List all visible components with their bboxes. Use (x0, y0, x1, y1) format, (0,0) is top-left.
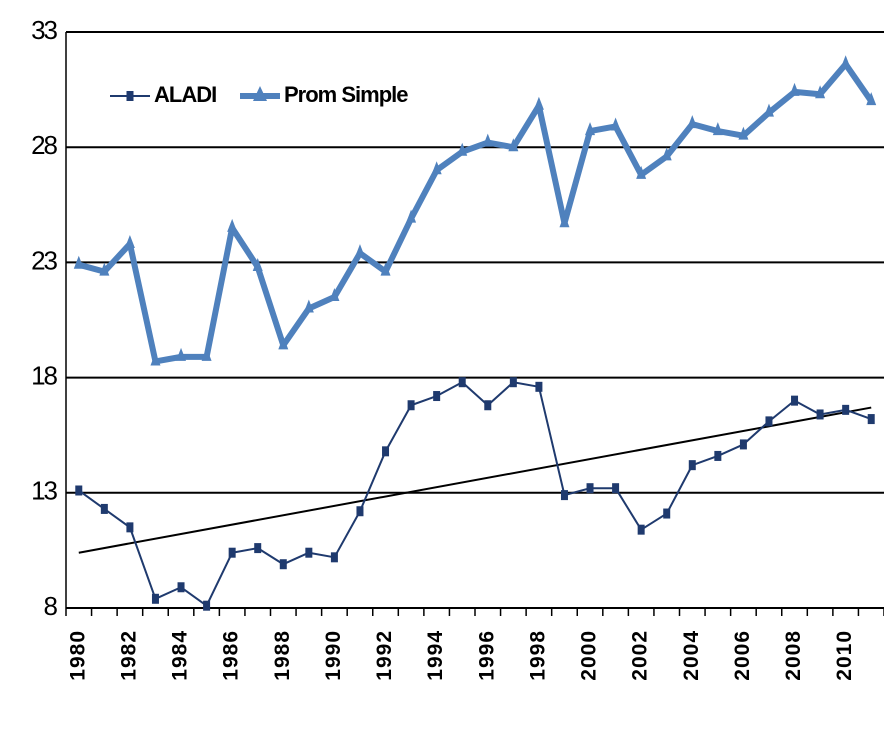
marker (354, 244, 365, 258)
x-tick-label: 1980 (66, 630, 89, 681)
marker (585, 122, 596, 136)
legend-label: Prom Simple (284, 82, 408, 107)
series-line (77, 61, 874, 365)
marker (688, 460, 696, 471)
marker (636, 165, 647, 179)
x-tick-label: 1988 (271, 630, 294, 681)
x-tick-label: 1990 (322, 630, 345, 681)
marker (789, 82, 800, 96)
marker (380, 262, 391, 276)
marker (866, 92, 877, 106)
marker (177, 582, 185, 593)
y-tick-label: 23 (31, 245, 57, 275)
marker (100, 503, 108, 514)
x-tick-label: 1998 (526, 630, 549, 681)
marker (508, 138, 519, 152)
marker (586, 483, 594, 494)
y-tick-label: 18 (31, 360, 57, 390)
legend-label: ALADI (154, 82, 216, 107)
marker (765, 416, 773, 427)
marker (559, 214, 570, 228)
marker (712, 122, 723, 136)
x-tick-label: 2006 (731, 630, 754, 681)
marker (305, 547, 313, 558)
x-tick-label: 1992 (373, 630, 396, 681)
marker (73, 255, 84, 269)
marker (739, 439, 747, 450)
x-tick-label: 2010 (833, 630, 856, 681)
marker (482, 133, 493, 147)
marker (433, 391, 441, 402)
marker (816, 409, 824, 420)
marker (535, 381, 543, 392)
marker (687, 115, 698, 129)
x-tick-label: 2002 (629, 630, 652, 681)
marker (303, 299, 314, 313)
marker (840, 55, 851, 69)
x-tick-label: 2008 (782, 630, 805, 681)
marker (406, 209, 417, 223)
marker (763, 103, 774, 117)
y-tick-label: 8 (44, 591, 58, 621)
marker (227, 218, 238, 232)
x-tick-label: 1996 (475, 630, 498, 681)
marker (99, 262, 110, 276)
marker (330, 552, 338, 563)
y-tick-label: 33 (31, 15, 57, 45)
y-tick-label: 13 (31, 476, 57, 506)
x-tick-label: 2004 (680, 630, 703, 681)
marker (484, 400, 492, 411)
x-tick-label: 1986 (220, 630, 243, 681)
marker (203, 600, 211, 611)
marker (842, 404, 850, 415)
y-tick-label: 28 (31, 130, 57, 160)
legend-marker (253, 86, 267, 101)
marker (150, 352, 161, 366)
series-line (78, 381, 872, 607)
marker (663, 508, 671, 519)
x-tick-label: 1984 (169, 630, 192, 681)
marker (815, 85, 826, 99)
marker (867, 414, 875, 425)
marker (637, 524, 645, 535)
marker (791, 395, 799, 406)
marker (407, 400, 415, 411)
marker (279, 559, 287, 570)
marker (533, 96, 544, 110)
marker (176, 347, 187, 361)
marker (382, 446, 390, 457)
marker (458, 377, 466, 388)
marker (714, 450, 722, 461)
marker (151, 593, 159, 604)
marker (356, 506, 364, 517)
x-tick-label: 2000 (578, 630, 601, 681)
marker (738, 126, 749, 140)
marker (201, 347, 212, 361)
marker (329, 287, 340, 301)
marker (228, 547, 236, 558)
marker (612, 483, 620, 494)
trendline (78, 406, 872, 554)
marker (661, 147, 672, 161)
legend-marker (126, 91, 134, 101)
marker (75, 485, 83, 496)
marker (509, 377, 517, 388)
marker (278, 336, 289, 350)
x-tick-label: 1994 (424, 630, 447, 681)
marker (252, 258, 263, 272)
x-tick-label: 1982 (117, 630, 140, 681)
marker (126, 522, 134, 533)
marker (254, 543, 262, 554)
marker (560, 490, 568, 501)
marker (610, 117, 621, 131)
marker (431, 161, 442, 175)
marker (124, 234, 135, 248)
marker (457, 142, 468, 156)
